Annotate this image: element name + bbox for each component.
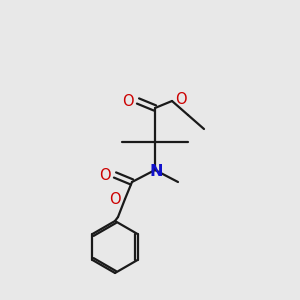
Text: O: O bbox=[175, 92, 187, 107]
Text: O: O bbox=[99, 167, 111, 182]
Text: N: N bbox=[149, 164, 163, 178]
Text: O: O bbox=[110, 191, 121, 206]
Text: O: O bbox=[122, 94, 134, 109]
